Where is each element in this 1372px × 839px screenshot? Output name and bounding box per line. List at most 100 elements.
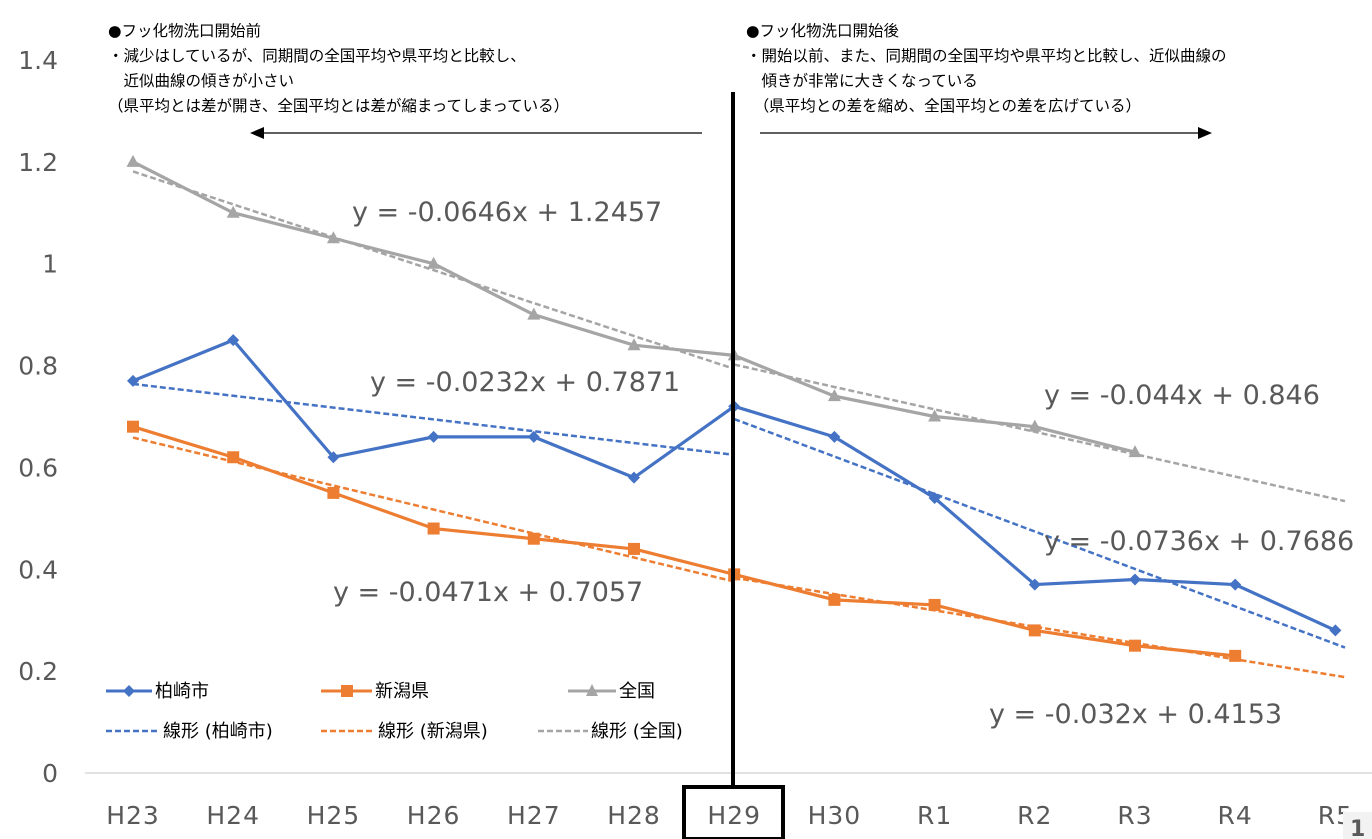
data-point-square <box>527 532 540 545</box>
data-series <box>126 154 1342 662</box>
data-point-triangle <box>1128 445 1142 458</box>
y-tick-label: 0 <box>42 759 58 788</box>
x-tick-label: H25 <box>307 801 361 830</box>
series-line <box>132 425 1236 658</box>
annotation-after-line-1: ・開始以前、また、同期間の全国平均や県平均と比較し、近似曲線の <box>746 47 1227 65</box>
x-tick-label: H27 <box>507 801 561 830</box>
data-point-diamond <box>227 334 240 347</box>
equation-national-before: y = -0.0646x + 1.2457 <box>352 197 662 228</box>
y-tick-label: 1 <box>42 250 58 279</box>
legend-marker-diamond <box>123 685 135 697</box>
x-tick-label: R4 <box>1218 801 1253 830</box>
legend-marker-square <box>341 685 353 697</box>
legend-label-national: 全国 <box>619 681 655 702</box>
h29-highlight-box <box>682 785 785 839</box>
trendline <box>733 417 1346 649</box>
data-point-square <box>327 486 340 499</box>
annotation-before-line-3: （県平均とは差が開き、全国平均とは差が縮まってしまっている） <box>108 97 569 115</box>
trendline <box>132 382 735 457</box>
annotation-before-arrowhead <box>250 127 264 139</box>
trendline <box>132 436 735 583</box>
x-tick-label: H24 <box>206 801 260 830</box>
legend-label-trend-national: 線形 (全国) <box>591 721 683 742</box>
data-point-triangle <box>627 338 641 351</box>
data-point-diamond <box>828 430 841 443</box>
data-point-square <box>828 593 841 606</box>
y-tick-label: 1.4 <box>18 46 58 75</box>
data-point-triangle <box>1028 419 1042 432</box>
legend-label-trend-kashiwazaki: 線形 (柏崎市) <box>163 721 273 742</box>
data-point-diamond <box>1229 578 1242 591</box>
x-tick-label: R1 <box>917 801 952 830</box>
trendline <box>733 363 1346 503</box>
x-tick-label: H30 <box>808 801 862 830</box>
data-point-diamond <box>628 471 640 484</box>
data-point-diamond <box>327 451 340 464</box>
annotation-before-line-2: 近似曲線の傾きが小さい <box>108 72 294 90</box>
annotations: ●フッ化物洗口開始前 ・減少はしているが、同期間の全国平均や県平均と比較し、 近… <box>108 22 1227 839</box>
data-point-triangle <box>928 409 942 422</box>
data-point-square <box>628 542 640 555</box>
trendline <box>132 170 735 371</box>
y-tick-label: 0.2 <box>18 657 58 686</box>
data-point-square <box>1229 649 1242 662</box>
data-point-square <box>227 451 240 464</box>
data-point-square <box>928 598 941 611</box>
annotation-after-line-3: （県平均との差を縮め、全国平均との差を広げている） <box>746 97 1141 115</box>
x-tick-label: R2 <box>1017 801 1052 830</box>
legend-item-niigata: 新潟県 <box>321 681 429 702</box>
data-point-triangle <box>226 205 240 218</box>
legend: 柏崎市 新潟県 全国 線形 (柏崎市) 線形 (新潟県) 線形 (全国) <box>106 681 683 742</box>
y-tick-label: 0.8 <box>18 352 58 381</box>
y-tick-label: 0.6 <box>18 453 58 482</box>
equation-kashiwazaki-before: y = -0.0232x + 0.7871 <box>370 367 680 398</box>
legend-label-trend-niigata: 線形 (新潟県) <box>378 721 488 742</box>
equation-kashiwazaki-after: y = -0.0736x + 0.7686 <box>1044 526 1354 557</box>
annotation-before-line-1: ・減少はしているが、同期間の全国平均や県平均と比較し、 <box>108 47 526 65</box>
data-point-triangle <box>126 154 140 167</box>
x-tick-label: H28 <box>607 801 661 830</box>
page-number: 1 <box>1350 817 1365 839</box>
legend-marker-triangle <box>586 684 598 696</box>
legend-item-trend-niigata: 線形 (新潟県) <box>321 721 488 742</box>
data-point-square <box>1028 624 1041 637</box>
data-point-diamond <box>928 491 941 504</box>
data-point-square <box>427 522 440 535</box>
data-point-triangle <box>827 389 841 402</box>
trendlines <box>132 170 1346 679</box>
equation-national-after: y = -0.044x + 0.846 <box>1044 380 1320 411</box>
x-tick-label: H23 <box>106 801 160 830</box>
data-point-triangle <box>427 256 441 269</box>
y-tick-label: 1.2 <box>18 148 58 177</box>
data-point-diamond <box>427 430 440 443</box>
x-tick-label: H29 <box>707 801 761 830</box>
data-point-diamond <box>1028 578 1041 591</box>
data-point-diamond <box>1329 624 1342 637</box>
annotation-after-line-2: 傾きが非常に大きくなっている <box>746 72 978 90</box>
page-number-badge: 1 <box>1343 812 1372 839</box>
x-tick-label: R3 <box>1117 801 1152 830</box>
legend-label-kashiwazaki: 柏崎市 <box>155 681 209 702</box>
annotation-after-title: ●フッ化物洗口開始後 <box>746 22 900 40</box>
legend-label-niigata: 新潟県 <box>375 681 429 702</box>
legend-item-national: 全国 <box>568 681 655 702</box>
data-point-triangle <box>326 231 340 244</box>
legend-item-kashiwazaki: 柏崎市 <box>106 681 209 702</box>
x-tick-label: H26 <box>407 801 461 830</box>
data-point-square <box>127 420 139 433</box>
trendline-equations: y = -0.0646x + 1.2457 y = -0.0232x + 0.7… <box>333 197 1354 730</box>
data-point-diamond <box>527 430 540 443</box>
data-point-triangle <box>527 307 541 320</box>
equation-niigata-before: y = -0.0471x + 0.7057 <box>333 577 643 608</box>
legend-item-trend-kashiwazaki: 線形 (柏崎市) <box>106 721 273 742</box>
annotation-before-title: ●フッ化物洗口開始前 <box>108 22 261 40</box>
data-point-diamond <box>1129 573 1141 586</box>
data-point-diamond <box>127 374 139 387</box>
legend-item-trend-national: 線形 (全国) <box>538 721 683 742</box>
page-number-background <box>1343 812 1372 839</box>
annotation-after-arrowhead <box>1198 127 1212 139</box>
equation-niigata-after: y = -0.032x + 0.4153 <box>989 699 1282 730</box>
axes: 0 0.2 0.4 0.6 0.8 1 1.2 1.4 H23 H24 H25 H26 H27 H28 H2… <box>18 46 1372 830</box>
data-point-square <box>1129 639 1141 652</box>
